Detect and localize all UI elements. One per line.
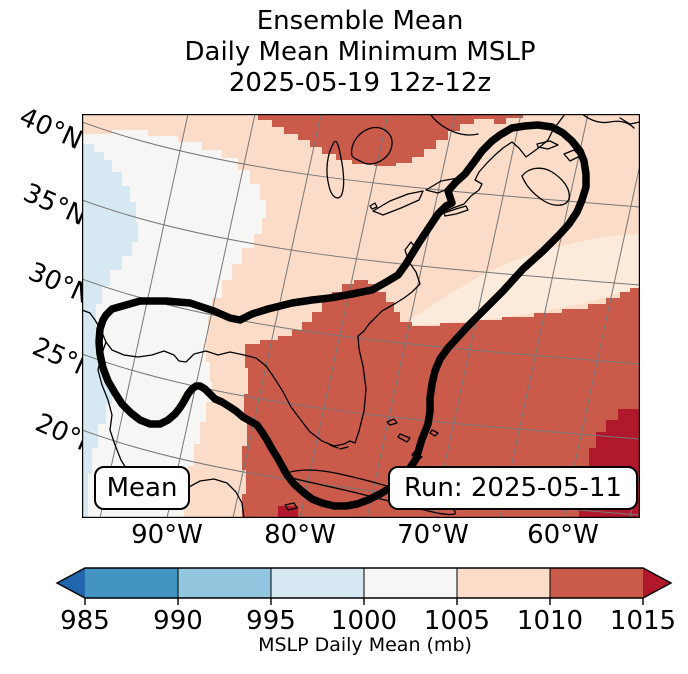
field-1010-1015-north xyxy=(258,114,523,166)
field-1010-1015-south xyxy=(242,280,640,518)
colorbar-seg-985-990 xyxy=(85,568,178,598)
title-line-1: Ensemble Mean xyxy=(256,6,464,36)
colorbar-seg-1005-1010 xyxy=(457,568,550,598)
map-frame xyxy=(82,114,640,518)
ensemble-mean-contour xyxy=(95,121,590,510)
lon-label-70w: 70°W xyxy=(397,520,469,550)
lon-label-90w: 90°W xyxy=(131,520,203,550)
lat-label-35n: 35°N xyxy=(18,177,91,233)
colorbar-dividers xyxy=(177,568,551,598)
colorbar-seg-990-995 xyxy=(178,568,271,598)
colorbar-arrow-below-985 xyxy=(57,568,85,598)
cb-tick-1005: 1005 xyxy=(423,606,491,636)
mslp-map xyxy=(82,114,640,518)
cb-tick-1010: 1010 xyxy=(516,606,584,636)
colorbar-tickmarks xyxy=(84,598,644,605)
field-995-1000 xyxy=(82,144,138,518)
colorbar-seg-995-1000 xyxy=(271,568,364,598)
colorbar-seg-1010-1015 xyxy=(550,568,643,598)
field-pale-band xyxy=(404,234,640,325)
mean-annotation-box: Mean xyxy=(94,466,190,510)
lon-label-60w: 60°W xyxy=(527,520,599,550)
cb-tick-995: 995 xyxy=(246,606,296,636)
run-annotation-box: Run: 2025-05-11 xyxy=(388,466,638,510)
colorbar-svg xyxy=(55,567,673,605)
colorbar-arrow-above-1015 xyxy=(643,568,671,598)
mean-annotation-text: Mean xyxy=(106,473,178,503)
colorbar-seg-1000-1005 xyxy=(364,568,457,598)
cb-tick-1015: 1015 xyxy=(609,606,677,636)
lat-label-40n: 40°N xyxy=(14,101,87,157)
map-panel xyxy=(82,114,640,518)
cb-tick-1000: 1000 xyxy=(330,606,398,636)
title-line-3: 2025-05-19 12z-12z xyxy=(228,68,492,98)
cb-tick-990: 990 xyxy=(153,606,203,636)
title-line-2: Daily Mean Minimum MSLP xyxy=(184,37,536,67)
run-annotation-text: Run: 2025-05-11 xyxy=(404,473,622,503)
cb-tick-985: 985 xyxy=(60,606,110,636)
colorbar-label: MSLP Daily Mean (mb) xyxy=(258,634,472,656)
chart-title: Ensemble Mean Daily Mean Minimum MSLP 20… xyxy=(30,6,688,99)
colorbar xyxy=(50,564,680,608)
lon-label-80w: 80°W xyxy=(264,520,336,550)
